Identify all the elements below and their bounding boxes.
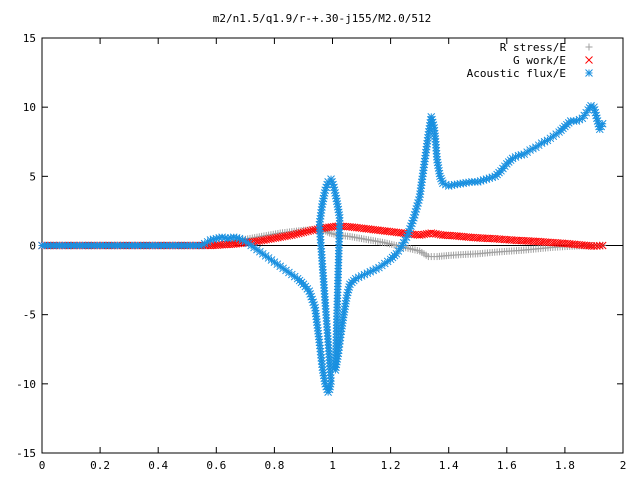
legend-marker — [585, 69, 593, 77]
data-point — [276, 233, 285, 242]
data-point — [575, 115, 584, 124]
data-point — [432, 230, 440, 238]
data-point — [255, 237, 264, 245]
data-point — [429, 229, 438, 238]
data-point — [427, 229, 436, 237]
series-acoustic-flux-e — [38, 101, 607, 396]
data-point — [271, 234, 280, 242]
data-point — [434, 230, 443, 239]
data-point — [269, 234, 278, 243]
data-point — [262, 235, 271, 244]
data-point — [422, 230, 431, 238]
data-point — [299, 228, 308, 237]
x-tick-label: 0.6 — [206, 459, 226, 472]
legend-marker — [585, 56, 593, 64]
data-point — [598, 119, 607, 128]
data-point — [420, 230, 429, 239]
data-point — [304, 227, 312, 236]
x-tick-label: 1.2 — [381, 459, 401, 472]
x-tick-label: 0.8 — [264, 459, 284, 472]
data-point — [278, 232, 287, 241]
data-point — [287, 231, 296, 239]
y-tick-label: 15 — [23, 32, 36, 45]
data-point — [283, 232, 292, 240]
data-point — [260, 236, 268, 244]
data-point — [274, 233, 282, 242]
x-tick-label: 1.6 — [497, 459, 517, 472]
y-tick-label: -5 — [23, 309, 36, 322]
data-point — [306, 226, 315, 235]
data-point — [297, 229, 305, 237]
y-tick-label: 0 — [29, 240, 36, 253]
y-tick-label: -15 — [16, 447, 36, 460]
y-tick-label: 5 — [29, 170, 36, 183]
data-point — [418, 230, 426, 239]
data-point — [294, 229, 303, 238]
data-point — [264, 235, 273, 244]
x-tick-label: 2 — [620, 459, 627, 472]
x-tick-label: 0 — [39, 459, 46, 472]
data-point — [301, 227, 310, 236]
data-point — [281, 232, 289, 241]
chart-title: m2/n1.5/q1.9/r-+.30-j155/M2.0/512 — [213, 12, 432, 25]
data-point — [595, 241, 604, 250]
data-point — [595, 125, 604, 134]
y-tick-label: 10 — [23, 101, 36, 114]
data-point — [308, 226, 317, 234]
data-point — [598, 241, 607, 250]
x-tick-label: 1.8 — [555, 459, 575, 472]
x-tick-label: 1 — [329, 459, 336, 472]
legend-label: R stress/E — [500, 41, 566, 54]
y-tick-label: -10 — [16, 378, 36, 391]
series-layer — [38, 101, 607, 396]
data-point — [285, 231, 294, 240]
legend-marker — [585, 43, 593, 51]
x-tick-label: 1.4 — [439, 459, 459, 472]
data-point — [357, 272, 366, 280]
data-point — [253, 237, 261, 246]
data-point — [415, 231, 424, 239]
data-point — [292, 230, 301, 238]
data-point — [267, 235, 275, 243]
data-point — [290, 230, 299, 239]
legend-label: Acoustic flux/E — [467, 67, 566, 80]
data-point — [257, 236, 266, 245]
x-tick-label: 0.2 — [90, 459, 110, 472]
legend-label: G work/E — [513, 54, 566, 67]
x-tick-label: 0.4 — [148, 459, 168, 472]
